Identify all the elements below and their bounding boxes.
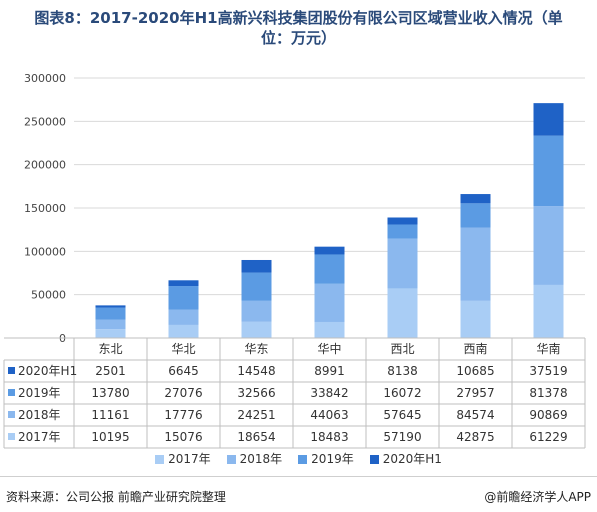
table-series-swatch <box>8 411 15 418</box>
table-data-label: 44063 <box>310 408 348 422</box>
legend-swatch <box>155 455 165 464</box>
table-data-label: 42875 <box>456 430 494 444</box>
bar-segment <box>314 283 345 322</box>
bar-segment <box>387 224 418 239</box>
table-data-label: 24251 <box>237 408 275 422</box>
x-category-label: 华东 <box>244 342 268 356</box>
table-data-label: 8991 <box>314 364 345 378</box>
bar-segment <box>460 194 491 204</box>
bar-segment <box>533 284 564 338</box>
table-data-label: 17776 <box>164 408 202 422</box>
bar-segment <box>533 103 564 136</box>
table-data-label: 61229 <box>529 430 567 444</box>
legend-item: 2017年 <box>155 450 211 467</box>
table-data-label: 10685 <box>456 364 494 378</box>
legend-swatch <box>226 455 236 464</box>
x-category-label: 华南 <box>536 341 560 356</box>
bar-segment <box>460 203 491 228</box>
bar-segment <box>314 321 345 338</box>
table-data-label: 57645 <box>383 408 421 422</box>
legend-label: 2017年 <box>168 452 211 466</box>
x-category-label: 西北 <box>390 342 414 356</box>
bar-segment <box>533 206 564 285</box>
table-series-label: 2020年H1 <box>18 364 77 378</box>
table-data-label: 15076 <box>164 430 202 444</box>
bar-segment <box>241 300 272 322</box>
y-tick-label: 100000 <box>24 245 66 258</box>
bar-segment <box>95 305 126 308</box>
y-tick-label: 150000 <box>24 202 66 215</box>
table-data-label: 33842 <box>310 386 348 400</box>
table-data-label: 16072 <box>383 386 421 400</box>
y-tick-label: 200000 <box>24 159 66 172</box>
bar-segment <box>241 321 272 338</box>
bar-segment <box>241 259 272 273</box>
table-data-label: 18483 <box>310 430 348 444</box>
table-data-label: 13780 <box>91 386 129 400</box>
legend-label: 2020年H1 <box>382 452 442 466</box>
y-tick-label: 250000 <box>24 115 66 128</box>
legend-swatch <box>369 455 379 464</box>
footer-divider <box>0 476 597 477</box>
bar-segment <box>314 246 345 255</box>
bar-segment <box>387 288 418 338</box>
legend-item: 2019年 <box>298 450 354 467</box>
bar-segment <box>168 309 199 325</box>
table-data-label: 6645 <box>168 364 199 378</box>
brand-credit: @前瞻经济学人APP <box>484 490 591 504</box>
source-note: 资料来源：公司公报 前瞻产业研究院整理 <box>6 490 226 504</box>
x-category-label: 华北 <box>171 342 195 356</box>
bar-segment <box>168 286 199 310</box>
chart-title-line2: 位：万元） <box>260 29 336 47</box>
chart-title-line1: 图表8：2017-2020年H1高新兴科技集团股份有限公司区域营业收入情况（单 <box>34 9 563 27</box>
legend-item: 2018年 <box>226 450 283 467</box>
legend-swatch <box>298 455 308 464</box>
table-data-label: 90869 <box>529 408 567 422</box>
table-series-swatch <box>8 367 15 374</box>
table-series-swatch <box>8 433 15 440</box>
table-data-label: 2501 <box>95 364 126 378</box>
table-data-label: 10195 <box>91 430 129 444</box>
bar-segment <box>95 307 126 320</box>
table-data-label: 11161 <box>91 408 129 422</box>
table-data-label: 8138 <box>387 364 418 378</box>
table-data-label: 27076 <box>164 386 202 400</box>
table-data-label: 14548 <box>237 364 275 378</box>
bar-segment <box>168 324 199 338</box>
bar-segment <box>95 319 126 330</box>
table-data-label: 57190 <box>383 430 421 444</box>
table-data-label: 81378 <box>529 386 567 400</box>
y-tick-label: 300000 <box>24 72 66 85</box>
x-category-label: 西南 <box>463 341 487 356</box>
chart-legend: 2017年 2018年 2019年 2020年H1 <box>0 450 597 467</box>
legend-item: 2020年H1 <box>369 450 442 467</box>
bar-segment <box>387 238 418 289</box>
table-data-label: 37519 <box>529 364 567 378</box>
legend-label: 2019年 <box>311 452 354 466</box>
table-series-swatch <box>8 389 15 396</box>
bar-segment <box>168 280 199 287</box>
x-category-label: 东北 <box>98 342 122 356</box>
x-category-label: 华中 <box>317 341 341 356</box>
bar-segment <box>387 217 418 225</box>
chart-title: 图表8：2017-2020年H1高新兴科技集团股份有限公司区域营业收入情况（单 … <box>0 8 597 48</box>
bar-segment <box>533 135 564 207</box>
bar-segment <box>241 272 272 301</box>
table-series-label: 2018年 <box>18 408 61 422</box>
table-series-label: 2017年 <box>18 430 61 444</box>
table-data-label: 84574 <box>456 408 494 422</box>
y-tick-label: 50000 <box>31 289 66 302</box>
bar-segment <box>460 227 491 301</box>
bar-segment <box>460 300 491 338</box>
bar-segment <box>95 329 126 338</box>
footer: 资料来源：公司公报 前瞻产业研究院整理 @前瞻经济学人APP <box>6 488 591 506</box>
legend-label: 2018年 <box>239 452 283 466</box>
table-data-label: 18654 <box>237 430 275 444</box>
table-data-label: 27957 <box>456 386 494 400</box>
bar-segment <box>314 254 345 284</box>
table-data-label: 32566 <box>237 386 275 400</box>
table-series-label: 2019年 <box>18 386 61 400</box>
